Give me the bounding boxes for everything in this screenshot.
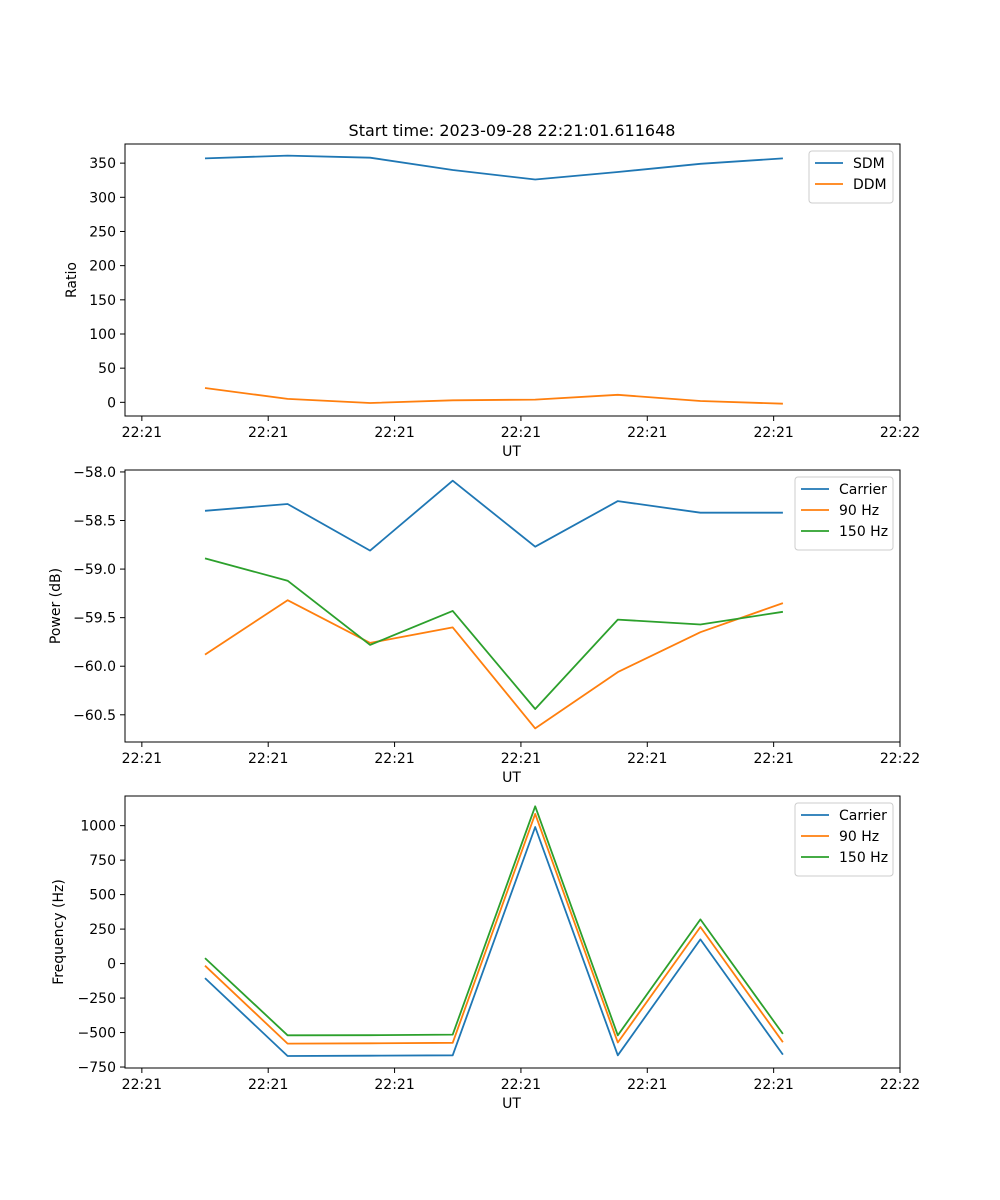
y-tick-label: 750 (89, 853, 116, 869)
y-tick-label: −59.5 (73, 611, 116, 627)
legend-label: Carrier (839, 808, 887, 824)
y-tick-label: −750 (78, 1060, 116, 1076)
series-line-carrier (204, 479, 783, 552)
y-tick-label: −60.5 (73, 708, 116, 724)
series-line-90-hz (204, 813, 784, 1045)
y-tick-label: 50 (98, 361, 116, 377)
legend: Carrier 90 Hz 150 Hz (794, 802, 894, 877)
y-tick-label: −58.0 (73, 465, 116, 481)
series-line-150-hz (204, 557, 784, 710)
y-tick-label: −59.0 (73, 562, 116, 578)
y-tick-label: −60.0 (73, 659, 116, 675)
x-axis-label: UT (502, 770, 521, 786)
x-tick-label: 22:21 (122, 1077, 162, 1093)
legend-box (808, 150, 894, 204)
x-tick-label: 22:21 (248, 751, 288, 767)
legend-label: 90 Hz (839, 829, 879, 845)
y-tick-label: −500 (78, 1026, 116, 1042)
y-tick-label: 100 (89, 327, 116, 343)
y-tick-label: 0 (107, 395, 116, 411)
y-tick-label: 250 (89, 224, 116, 240)
y-tick-label: 150 (89, 293, 116, 309)
legend-label: SDM (853, 156, 885, 172)
x-tick-label: 22:21 (248, 1077, 288, 1093)
y-axis-label: Frequency (Hz) (51, 879, 67, 985)
x-tick-label: 22:21 (753, 1077, 793, 1093)
x-tick-label: 22:21 (627, 425, 667, 441)
legend: SDM DDM (808, 150, 894, 204)
x-tick-label: 22:21 (374, 1077, 414, 1093)
x-tick-label: 22:21 (501, 1077, 541, 1093)
axes-frame (124, 143, 901, 417)
axes-frame (124, 469, 901, 743)
y-axis-label: Power (dB) (48, 568, 64, 644)
x-tick-label: 22:21 (122, 751, 162, 767)
series-line-ddm (204, 387, 783, 405)
x-tick-label: 22:21 (122, 425, 162, 441)
y-tick-label: 1000 (80, 819, 116, 835)
y-axis-label: Ratio (64, 262, 80, 298)
y-tick-label: −58.5 (73, 514, 116, 530)
x-axis-label: UT (502, 1096, 521, 1112)
y-tick-label: 500 (89, 888, 116, 904)
series-line-150-hz (204, 805, 784, 1037)
figure-title: Start time: 2023-09-28 22:21:01.611648 (349, 121, 676, 140)
series-line-carrier (204, 826, 784, 1057)
x-axis-label: UT (502, 444, 521, 460)
x-tick-label: 22:22 (880, 751, 920, 767)
series-line-sdm (204, 154, 783, 181)
x-tick-label: 22:21 (753, 751, 793, 767)
legend-label: Carrier (839, 482, 887, 498)
axes-frame (124, 795, 901, 1069)
y-tick-label: 300 (89, 190, 116, 206)
y-tick-label: −250 (78, 991, 116, 1007)
panel-frequency: 22:21 22:21 22:21 22:21 22:21 22:21 22:22 −750 −… (51, 795, 920, 1112)
panel-power: 22:21 22:21 22:21 22:21 22:21 22:21 22:22 −60.5… (48, 465, 920, 786)
y-tick-label: 350 (89, 156, 116, 172)
x-tick-label: 22:21 (374, 425, 414, 441)
x-tick-label: 22:21 (627, 1077, 667, 1093)
series-line-90-hz (204, 599, 784, 730)
panels: 22:21 22:21 22:21 22:21 22:21 22:21 22:22 0 50 10… (48, 143, 920, 1112)
x-tick-label: 22:21 (501, 425, 541, 441)
x-tick-label: 22:21 (248, 425, 288, 441)
legend-label: 150 Hz (839, 524, 888, 540)
panel-ratio: 22:21 22:21 22:21 22:21 22:21 22:21 22:22 0 50 10… (64, 143, 920, 460)
x-tick-label: 22:21 (627, 751, 667, 767)
x-tick-label: 22:22 (880, 1077, 920, 1093)
legend-label: 90 Hz (839, 503, 879, 519)
legend-label: 150 Hz (839, 850, 888, 866)
y-tick-label: 250 (89, 922, 116, 938)
x-tick-label: 22:22 (880, 425, 920, 441)
x-tick-label: 22:21 (374, 751, 414, 767)
y-tick-label: 0 (107, 957, 116, 973)
legend: Carrier 90 Hz 150 Hz (794, 476, 894, 551)
legend-label: DDM (853, 177, 887, 193)
x-tick-label: 22:21 (501, 751, 541, 767)
y-tick-label: 200 (89, 259, 116, 275)
x-tick-label: 22:21 (753, 425, 793, 441)
